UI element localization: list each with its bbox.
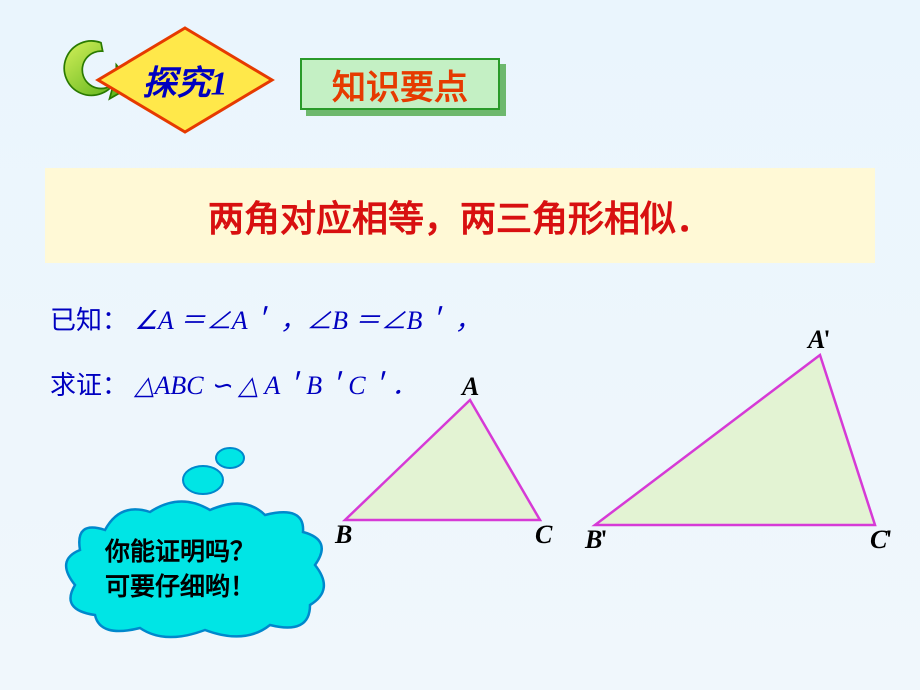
label-c: C — [535, 520, 552, 550]
prove-prefix: 求证： — [50, 371, 128, 400]
cloud-text: 你能证明吗？ 可要仔细哟！ — [105, 535, 255, 605]
cloud-line2: 可要仔细哟！ — [105, 570, 255, 605]
label-b-prime: B' — [585, 525, 608, 555]
keypoint-label: 知识要点 — [332, 60, 468, 109]
label-c-prime: C' — [870, 525, 893, 555]
thought-cloud: 你能证明吗？ 可要仔细哟！ — [55, 440, 335, 640]
label-a-prime: A' — [808, 325, 831, 355]
cloud-line1: 你能证明吗？ — [105, 535, 255, 570]
diamond-label: 探究1 — [143, 56, 228, 105]
theorem-text: 两角对应相等，两三角形相似． — [208, 190, 712, 242]
given-prefix: 已知： — [50, 306, 128, 335]
label-b: B — [335, 520, 352, 550]
theorem-box: 两角对应相等，两三角形相似． — [45, 168, 875, 263]
triangle-abc-prime: A' B' C' — [590, 350, 900, 545]
given-line: 已知： ∠A ＝∠A＇ ，∠B ＝∠B＇ ， — [50, 300, 481, 337]
keypoint-box: 知识要点 — [300, 58, 500, 110]
label-a: A — [462, 372, 479, 402]
given-expr: ∠A ＝∠A＇ ，∠B ＝∠B＇ ， — [135, 306, 481, 335]
diamond-badge: 探究1 — [95, 25, 275, 135]
triangle-abc: A B C — [340, 390, 570, 540]
